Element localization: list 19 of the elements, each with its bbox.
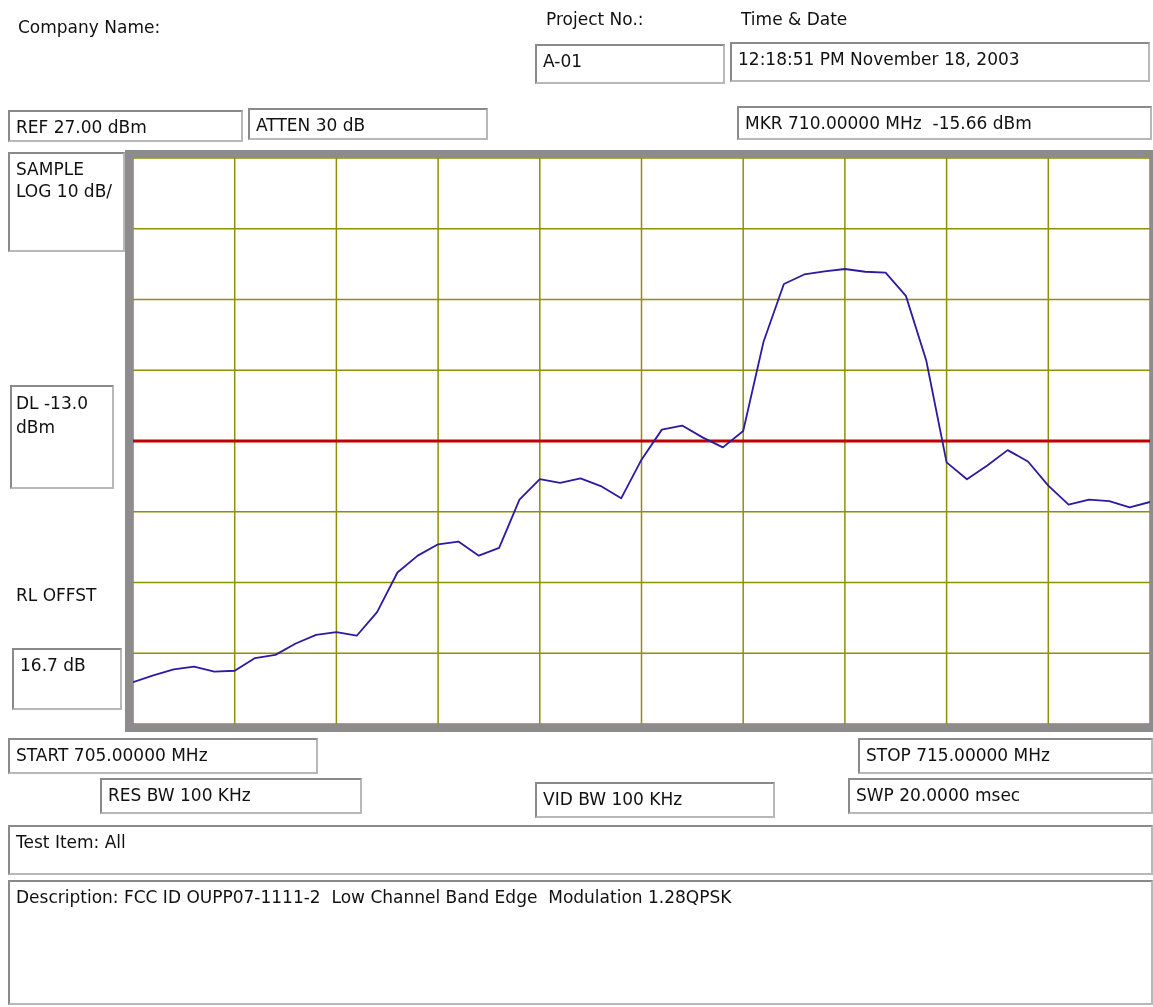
text: SAMPLE LOG 10 dB/ xyxy=(8,152,125,252)
text: 12:18:51 PM November 18, 2003 xyxy=(730,42,1150,82)
text: RL OFFST xyxy=(15,584,98,607)
text: START 705.00000 MHz xyxy=(8,738,318,774)
text: REF 27.00 dBm xyxy=(8,110,243,142)
text: Description: FCC ID OUPP07-1111-2 Low Channel Band Edge Modulation 1.28QPSK xyxy=(8,880,1153,1005)
text: A-01 xyxy=(535,44,725,84)
text: MKR 710.00000 MHz -15.66 dBm xyxy=(737,106,1152,140)
ref-line-label: DL -13.0 dBm xyxy=(10,385,114,489)
text: ATTEN 30 dB xyxy=(248,108,488,140)
text: Project No.: xyxy=(545,8,645,31)
text: Time & Date xyxy=(740,8,849,31)
text: SWP 20.0000 msec xyxy=(848,778,1153,814)
text: VID BW 100 KHz xyxy=(535,782,775,818)
text: STOP 715.00000 MHz xyxy=(858,738,1153,774)
text: 16.7 dB xyxy=(12,648,122,710)
text: Company Name: xyxy=(17,16,162,39)
text: RES BW 100 KHz xyxy=(100,778,362,814)
text: Test Item: All xyxy=(8,825,1153,875)
